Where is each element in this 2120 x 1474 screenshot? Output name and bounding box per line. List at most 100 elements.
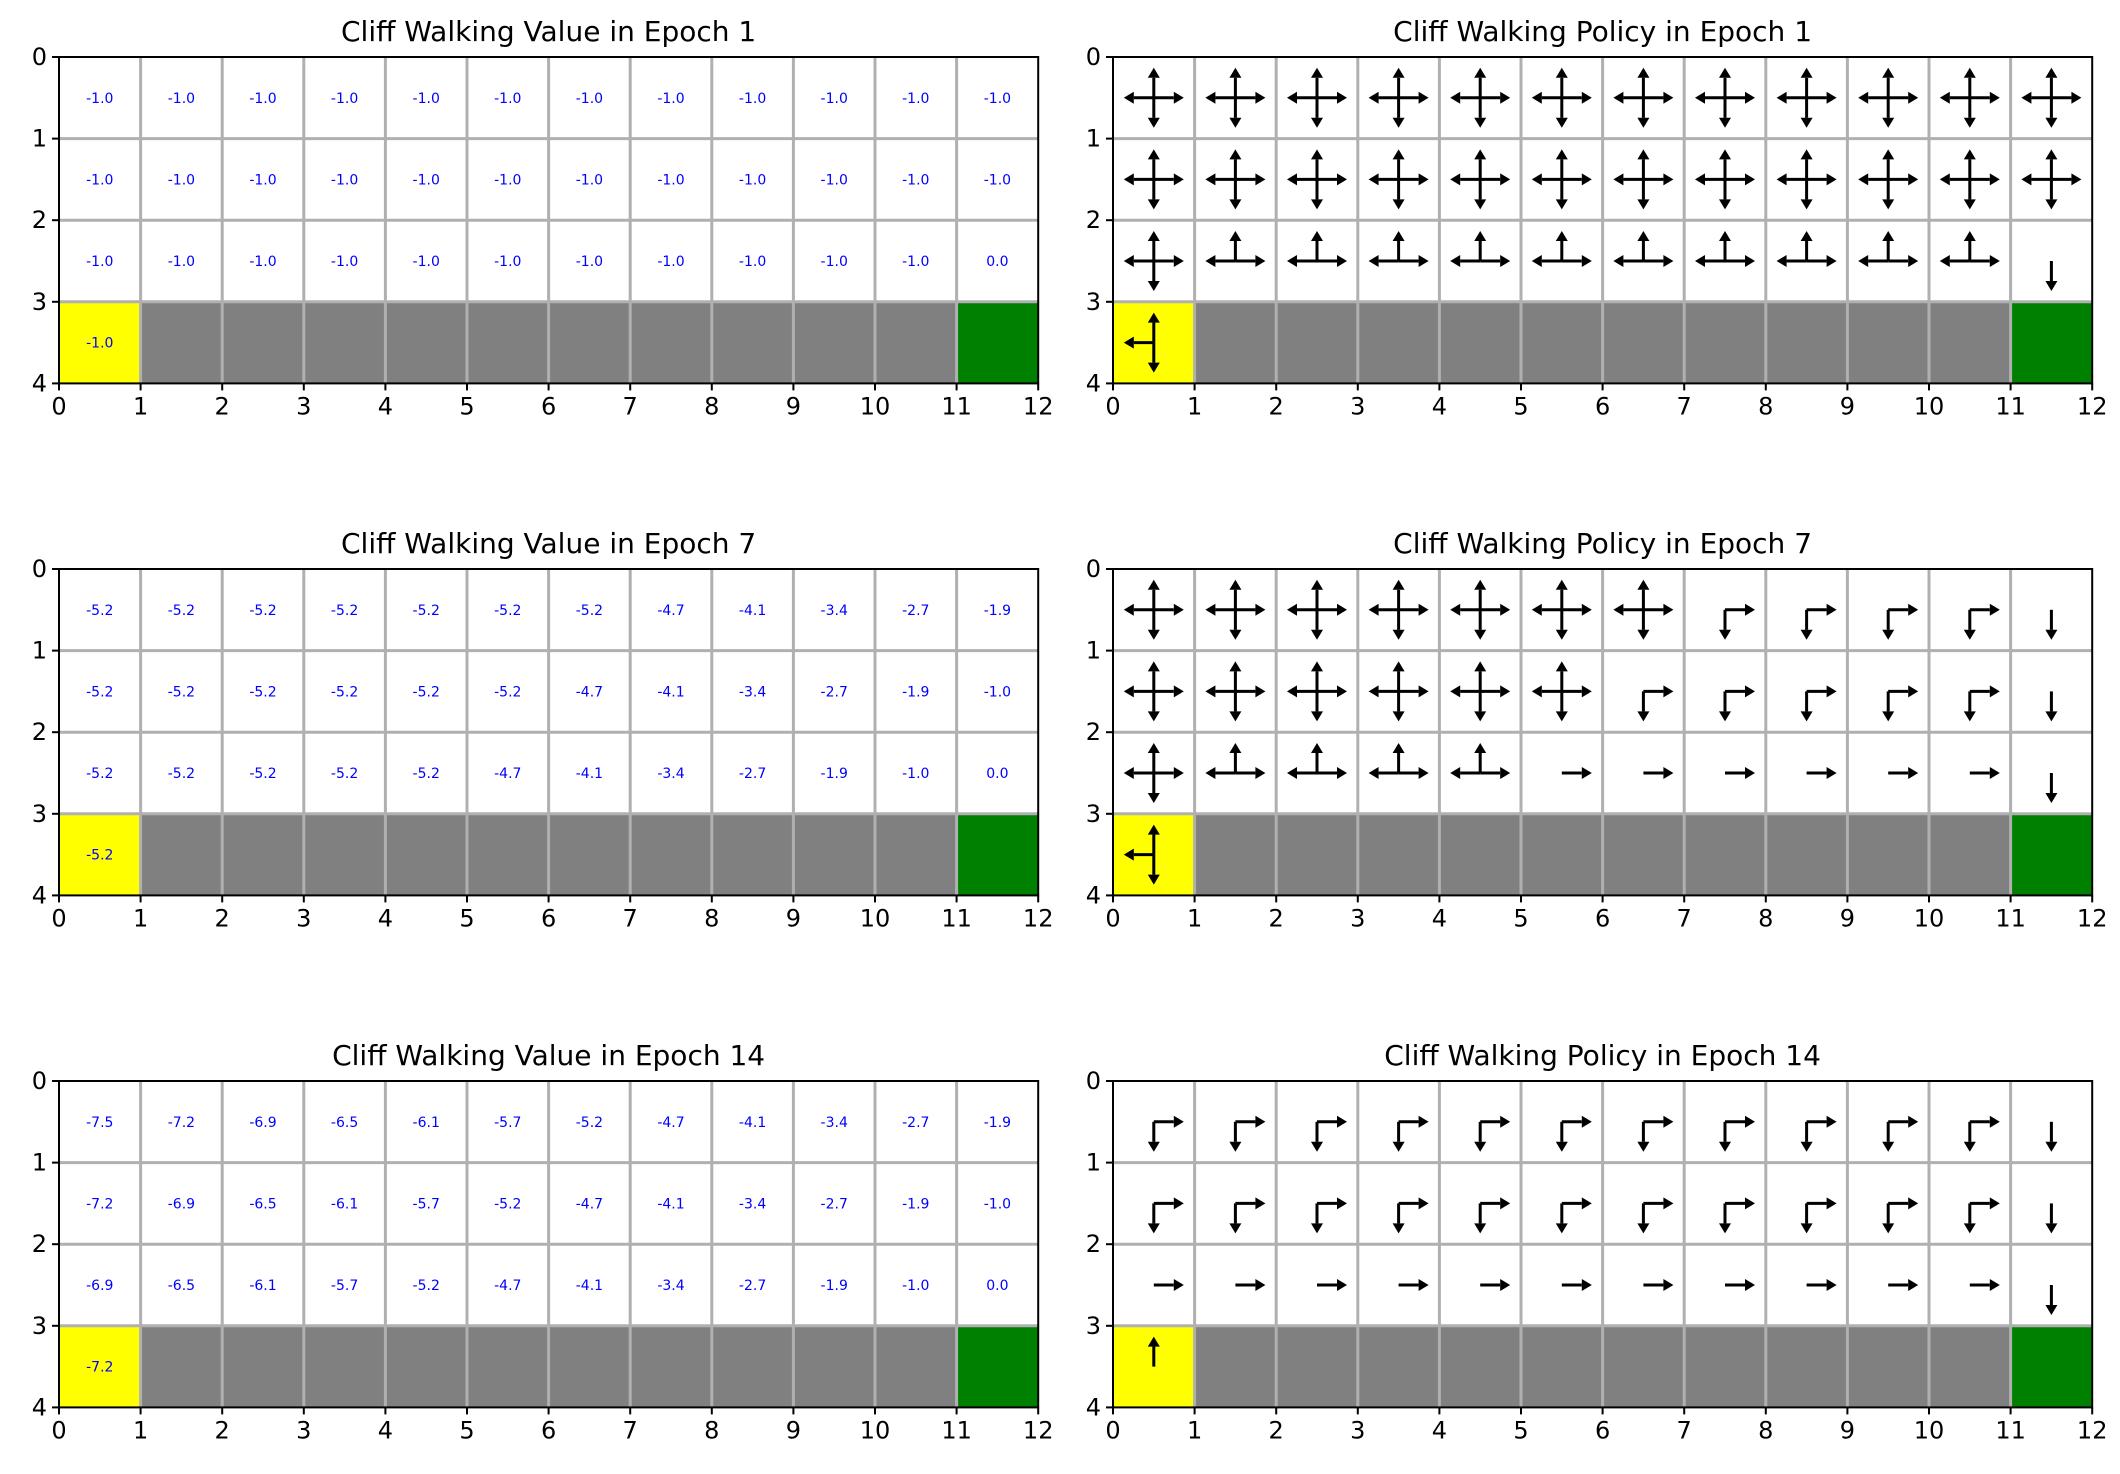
cliff-cell: [222, 301, 304, 384]
y-tick-label: 3: [32, 800, 47, 828]
arrowhead: [2045, 1141, 2058, 1152]
arrowhead: [2045, 629, 2058, 640]
y-tick-label: 4: [32, 369, 47, 397]
value-label: -6.9: [249, 1115, 276, 1131]
arrowhead: [1908, 255, 1919, 267]
x-tick-label: 6: [1595, 1416, 1610, 1444]
arrowhead: [1908, 91, 1919, 104]
cliff-cell: [1439, 1325, 1521, 1408]
value-label: -1.0: [902, 766, 929, 782]
arrowhead: [1311, 67, 1323, 78]
arrowhead: [1392, 743, 1405, 753]
value-label: -1.9: [902, 684, 929, 700]
arrowhead: [1663, 91, 1674, 104]
x-tick-label: 11: [1995, 904, 2026, 932]
arrowhead: [1229, 629, 1242, 640]
x-tick-label: 12: [1023, 904, 1054, 932]
policy-arrow: [1287, 149, 1347, 210]
arrowhead: [1555, 199, 1568, 210]
policy-arrow: [1205, 579, 1266, 640]
policy-arrow: [1800, 603, 1837, 640]
goal-cell: [2010, 813, 2093, 896]
arrowhead: [1663, 173, 1674, 186]
arrowhead: [1255, 173, 1266, 186]
arrowhead: [1581, 1115, 1592, 1128]
x-tick-label: 6: [541, 1416, 556, 1444]
arrowhead: [1368, 603, 1379, 616]
x-tick-label: 4: [378, 904, 393, 932]
arrowhead: [1337, 255, 1347, 267]
x-tick-label: 12: [1023, 392, 1054, 420]
cliff-cell: [1929, 1325, 2011, 1408]
cliff-cell: [1684, 301, 1766, 384]
arrowhead: [1531, 603, 1542, 616]
x-tick-label: 2: [215, 392, 230, 420]
arrowhead: [1637, 117, 1650, 128]
arrowhead: [1311, 711, 1323, 722]
y-tick-label: 0: [1086, 555, 1101, 583]
arrowhead: [1663, 1279, 1674, 1291]
policy-arrow: [2045, 691, 2058, 722]
arrowhead: [1229, 149, 1242, 160]
arrowhead: [1637, 231, 1650, 241]
arrowhead: [1123, 91, 1134, 104]
policy-arrow: [1311, 1197, 1347, 1234]
policy-arrow: [2045, 1121, 2058, 1152]
arrowhead: [1500, 603, 1511, 616]
policy-arrow: [1888, 1279, 1919, 1291]
arrowhead: [1147, 362, 1160, 373]
arrowhead: [1719, 231, 1731, 241]
arrowhead: [1450, 603, 1461, 616]
arrowhead: [1205, 603, 1216, 616]
goal-cell: [956, 813, 1039, 896]
arrowhead: [1989, 255, 2000, 267]
arrowhead: [1173, 767, 1184, 779]
arrowhead: [1311, 661, 1323, 672]
arrowhead: [2045, 1223, 2058, 1234]
arrowhead: [1637, 67, 1650, 78]
arrowhead: [1147, 1223, 1160, 1234]
x-tick-label: 12: [2077, 392, 2108, 420]
cliff-cell: [140, 1325, 223, 1408]
arrowhead: [1205, 91, 1216, 104]
value-label: -1.0: [331, 172, 358, 188]
policy-arrow: [1205, 231, 1266, 267]
policy-arrow: [1939, 231, 2000, 267]
arrowhead: [1255, 1279, 1266, 1291]
policy-arrow: [1725, 1279, 1755, 1291]
value-label: -6.1: [331, 1196, 358, 1212]
arrowhead: [1418, 1279, 1429, 1291]
arrowhead: [1800, 67, 1813, 78]
value-label: -1.0: [902, 1278, 929, 1294]
arrowhead: [1147, 281, 1160, 291]
arrowhead: [1287, 603, 1297, 616]
arrowhead: [1392, 629, 1405, 640]
arrowhead: [1474, 231, 1487, 241]
x-tick-label: 10: [1914, 392, 1945, 420]
arrowhead: [1418, 1197, 1429, 1210]
arrowhead: [1229, 579, 1242, 590]
arrowhead: [1555, 711, 1568, 722]
arrowhead: [1474, 67, 1487, 78]
arrowhead: [1337, 1197, 1347, 1210]
arrowhead: [1450, 255, 1461, 267]
arrowhead: [1637, 1141, 1650, 1152]
value-label: -1.9: [984, 1115, 1011, 1131]
arrowhead: [1719, 117, 1731, 128]
arrowhead: [1826, 603, 1837, 616]
policy-arrow: [1398, 1279, 1429, 1291]
arrowhead: [1147, 312, 1160, 323]
arrowhead: [1392, 579, 1405, 590]
arrowhead: [1800, 629, 1813, 640]
policy-arrow: [1719, 603, 1755, 640]
arrowhead: [1826, 91, 1837, 104]
x-tick-label: 0: [1105, 904, 1120, 932]
arrowhead: [1908, 173, 1919, 186]
policy-arrow: [1531, 67, 1592, 128]
arrowhead: [1745, 91, 1755, 104]
arrowhead: [1392, 1223, 1405, 1234]
arrowhead: [1989, 603, 2000, 616]
cliff-cell: [1847, 813, 1929, 896]
cliff-cell: [1602, 813, 1685, 896]
arrowhead: [1581, 767, 1592, 779]
